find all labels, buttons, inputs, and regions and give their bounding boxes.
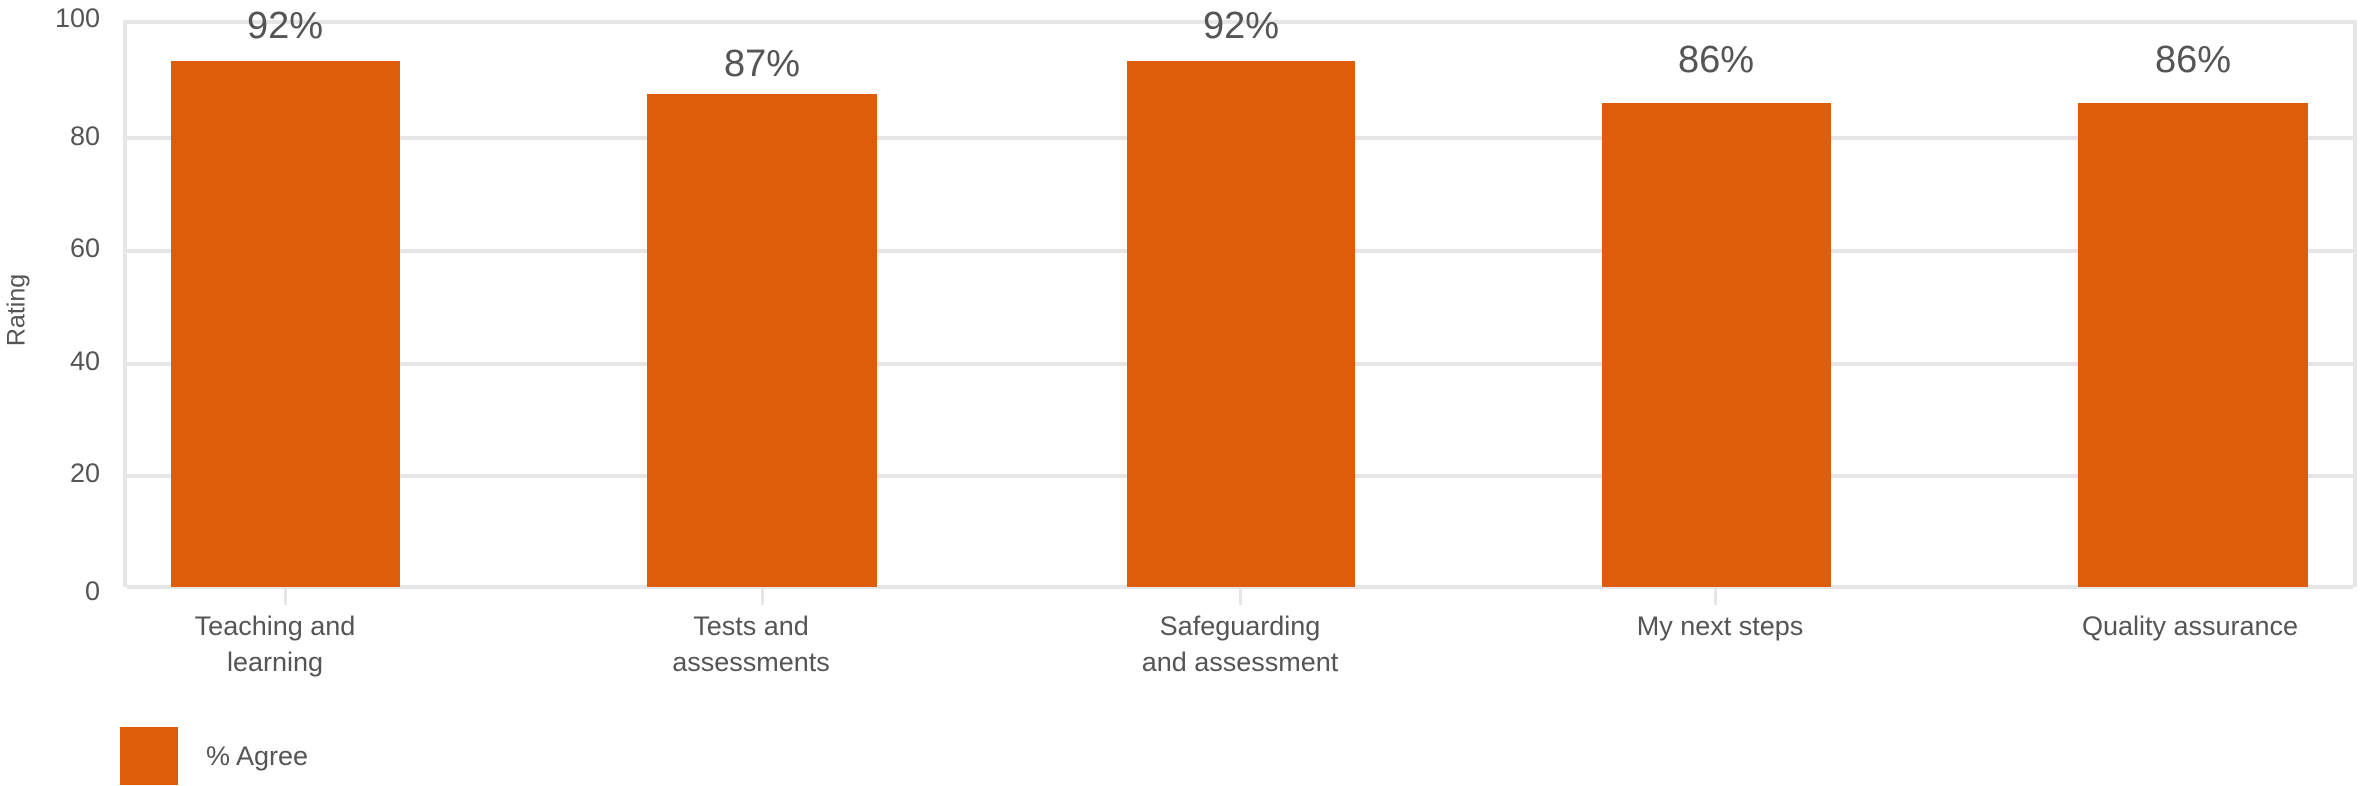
gridline-100 [127,20,2353,24]
y-tick-100: 100 [54,3,100,33]
y-tick-80: 80 [69,121,100,151]
x-label-my-next-steps: My next steps [1560,608,1880,644]
bar-tests-and-assessments[interactable] [647,94,877,587]
x-label-safeguarding-and-assessment: Safeguarding and assessment [1080,608,1400,680]
x-label-teaching-and-learning: Teaching and learning [115,608,435,680]
legend-swatch-icon[interactable] [120,727,178,785]
data-label: 86% [1677,39,1755,81]
x-label-line: Teaching and [194,611,356,641]
x-tick [1239,589,1242,605]
x-label-quality-assurance: Quality assurance [2030,608,2350,644]
x-label-tests-and-assessments: Tests and assessments [591,608,911,680]
y-tick-0: 0 [84,576,100,606]
data-label: 92% [1202,5,1280,47]
bar-quality-assurance[interactable] [2078,103,2308,587]
legend-label[interactable]: % Agree [206,740,309,771]
data-label: 87% [723,43,801,85]
x-label-line: My next steps [1636,611,1804,641]
x-label-line: Tests and [693,611,809,641]
y-tick-40: 40 [69,346,100,376]
y-tick-20: 20 [69,458,100,488]
x-tick [1714,589,1717,605]
x-tick [284,589,287,605]
x-label-line: learning [226,647,324,677]
x-label-line: and assessment [1141,647,1339,677]
y-axis-title: Rating [2,273,31,347]
x-label-line: Quality assurance [2081,611,2299,641]
legend: % Agree [120,727,308,785]
y-tick-60: 60 [69,233,100,263]
x-axis-baseline [127,585,2353,589]
x-tick [761,589,764,605]
data-label: 86% [2154,39,2232,81]
bar-teaching-and-learning[interactable] [171,61,400,587]
data-label: 92% [246,5,324,47]
bar-safeguarding-and-assessment[interactable] [1127,61,1355,587]
x-label-line: Safeguarding [1159,611,1321,641]
bar-my-next-steps[interactable] [1602,103,1831,587]
x-label-line: assessments [672,647,830,677]
